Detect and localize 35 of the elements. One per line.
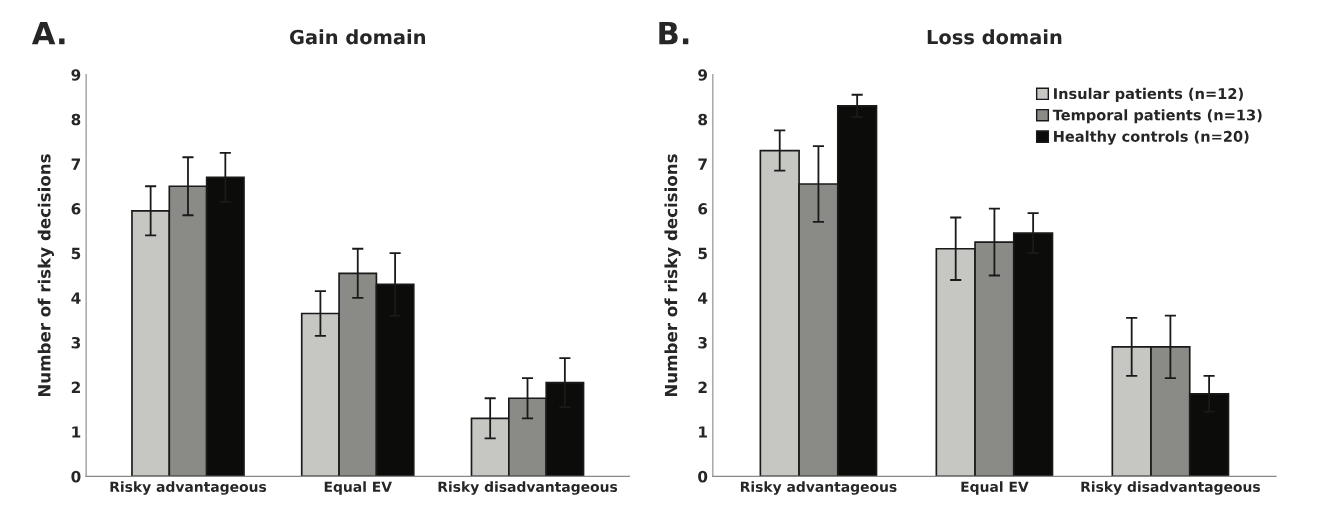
text: A. xyxy=(31,21,65,45)
y-tick-label: 7 xyxy=(71,158,81,170)
y-tick-label: 1 xyxy=(72,426,81,438)
x-tick-label: Risky advantageous xyxy=(740,481,897,495)
y-tick-label: 6 xyxy=(698,203,708,215)
y-tick-label: 7 xyxy=(698,158,707,170)
y-tick-label: 3 xyxy=(71,336,81,349)
x-tick-label: Risky disadvantageous xyxy=(1081,481,1260,495)
x-tick-label: Risky disadvantageous xyxy=(438,481,618,495)
chart-title: Gain domain xyxy=(289,29,425,45)
x-tick-label: Risky advantageous xyxy=(110,481,267,495)
y-tick-label: 8 xyxy=(698,113,708,126)
chart-title: Loss domain xyxy=(927,29,1062,45)
y-tick-label: 3 xyxy=(698,336,707,349)
x-tick-label: Equal EV xyxy=(961,481,1029,495)
y-tick-label: 2 xyxy=(698,381,707,393)
x-tick-label: Equal EV xyxy=(324,481,392,495)
y-tick-label: 8 xyxy=(71,113,81,126)
legend-label: Healthy controls (n=20) xyxy=(1054,130,1249,145)
y-tick-label: 9 xyxy=(71,69,81,81)
y-tick-label: 1 xyxy=(699,426,707,438)
legend-label: Temporal patients (n=13) xyxy=(1052,109,1262,124)
y-tick-label: 2 xyxy=(71,381,80,393)
y-tick-label: 4 xyxy=(698,292,708,304)
y-tick-label: 6 xyxy=(71,203,81,215)
text: B. xyxy=(659,21,689,45)
y-tick-label: 5 xyxy=(71,247,81,260)
y-tick-label: 0 xyxy=(698,470,708,483)
y-axis-title: Number of risky decisions xyxy=(37,154,54,397)
y-tick-label: 0 xyxy=(71,470,81,483)
y-tick-label: 4 xyxy=(71,292,81,304)
y-tick-label: 9 xyxy=(698,69,708,81)
y-axis-title: Number of risky decisions xyxy=(664,154,681,397)
legend-label: Insular patients (n=12) xyxy=(1054,87,1243,102)
y-tick-label: 5 xyxy=(698,247,707,260)
